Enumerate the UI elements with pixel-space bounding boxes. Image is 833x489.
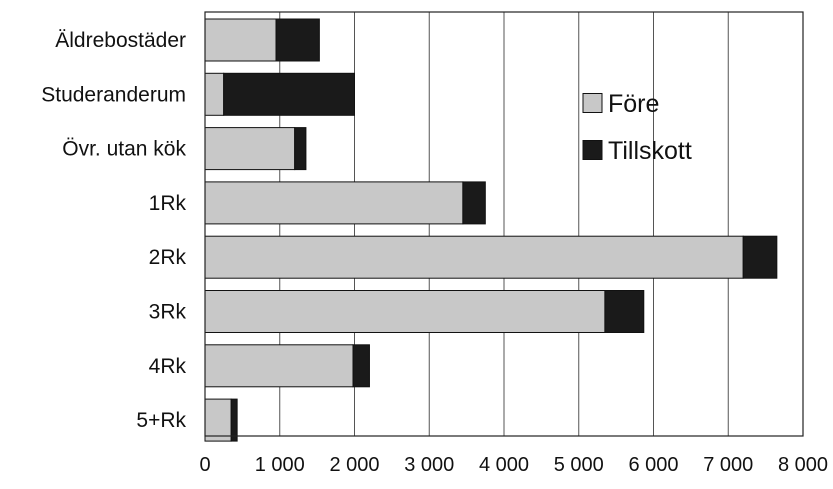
legend-label: Före bbox=[608, 90, 659, 118]
bar-segment bbox=[204, 290, 606, 333]
category-label: Äldrebostäder bbox=[55, 29, 186, 52]
category-label: 1Rk bbox=[149, 192, 187, 215]
bar-segment bbox=[204, 235, 744, 279]
bar-layer bbox=[204, 18, 778, 442]
bar-segment bbox=[294, 127, 307, 171]
bar-segment bbox=[204, 398, 232, 442]
bar-segment bbox=[352, 344, 370, 388]
tick-label-layer: 0 1 000 2 000 3 000 4 000 5 000 6 000 7 000 8 00… bbox=[199, 454, 828, 476]
bar-segment bbox=[275, 18, 320, 62]
x-tick-label: 5 000 bbox=[554, 454, 604, 476]
bar-segment bbox=[742, 235, 778, 279]
x-tick-label: 4 000 bbox=[479, 454, 529, 476]
bar-segment bbox=[230, 398, 238, 442]
x-tick-label: 8 000 bbox=[778, 454, 828, 476]
x-tick-label: 0 bbox=[199, 454, 210, 476]
category-label: 3Rk bbox=[149, 301, 187, 324]
bar-segment bbox=[204, 127, 296, 171]
x-tick-label: 1 000 bbox=[255, 454, 305, 476]
legend-swatch bbox=[582, 93, 603, 113]
category-label: 5+Rk bbox=[136, 409, 186, 432]
bar-segment bbox=[204, 18, 277, 62]
bar-segment bbox=[223, 72, 355, 116]
legend-label: Tillskott bbox=[608, 137, 692, 165]
bar-segment bbox=[204, 181, 464, 225]
legend-swatch bbox=[582, 140, 603, 160]
bar-segment bbox=[204, 344, 354, 388]
bar-segment bbox=[204, 72, 225, 116]
x-tick-label: 6 000 bbox=[628, 454, 678, 476]
bar-segment bbox=[462, 181, 486, 225]
category-label: 4Rk bbox=[149, 355, 187, 378]
category-label-layer: Äldrebostäder Studeranderum Övr. utan kök 1… bbox=[41, 29, 186, 432]
category-label: Studeranderum bbox=[41, 83, 186, 106]
legend: Före Tillskott bbox=[582, 90, 692, 165]
plot-frame bbox=[204, 11, 804, 437]
bar-segment bbox=[604, 290, 645, 333]
x-tick-label: 2 000 bbox=[329, 454, 379, 476]
x-tick-label: 7 000 bbox=[703, 454, 753, 476]
category-label: Övr. utan kök bbox=[62, 138, 186, 161]
x-tick-label: 3 000 bbox=[404, 454, 454, 476]
category-label: 2Rk bbox=[149, 246, 187, 269]
